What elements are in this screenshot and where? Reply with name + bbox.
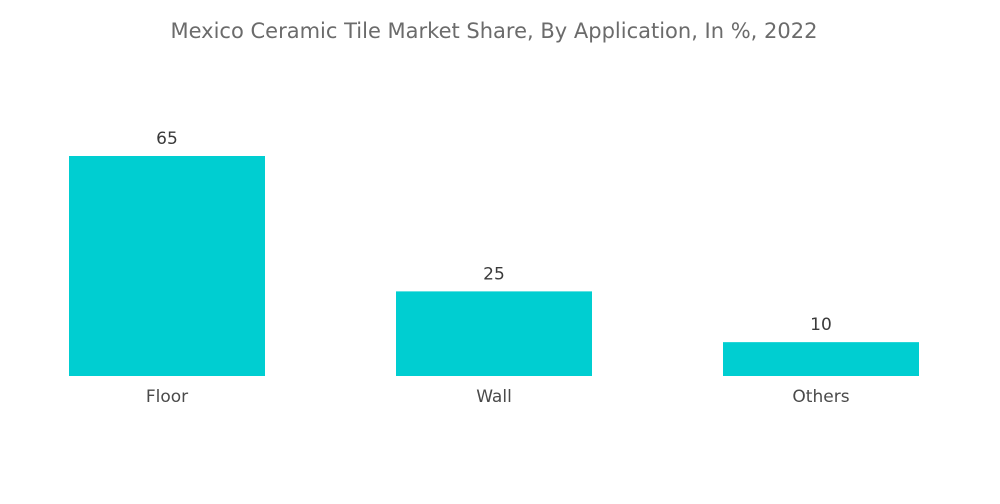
value-label-wall: 25 [483, 264, 505, 284]
category-label-others: Others [792, 387, 849, 407]
bar-wall [396, 291, 592, 376]
plot-area: 65 Floor 25 Wall 10 Others [69, 129, 919, 407]
category-label-floor: Floor [146, 387, 188, 407]
chart-title: Mexico Ceramic Tile Market Share, By App… [171, 19, 818, 43]
bar-others [723, 342, 919, 376]
bar-floor [69, 156, 265, 376]
value-label-others: 10 [810, 315, 832, 335]
category-label-wall: Wall [476, 387, 512, 407]
value-label-floor: 65 [156, 129, 178, 149]
